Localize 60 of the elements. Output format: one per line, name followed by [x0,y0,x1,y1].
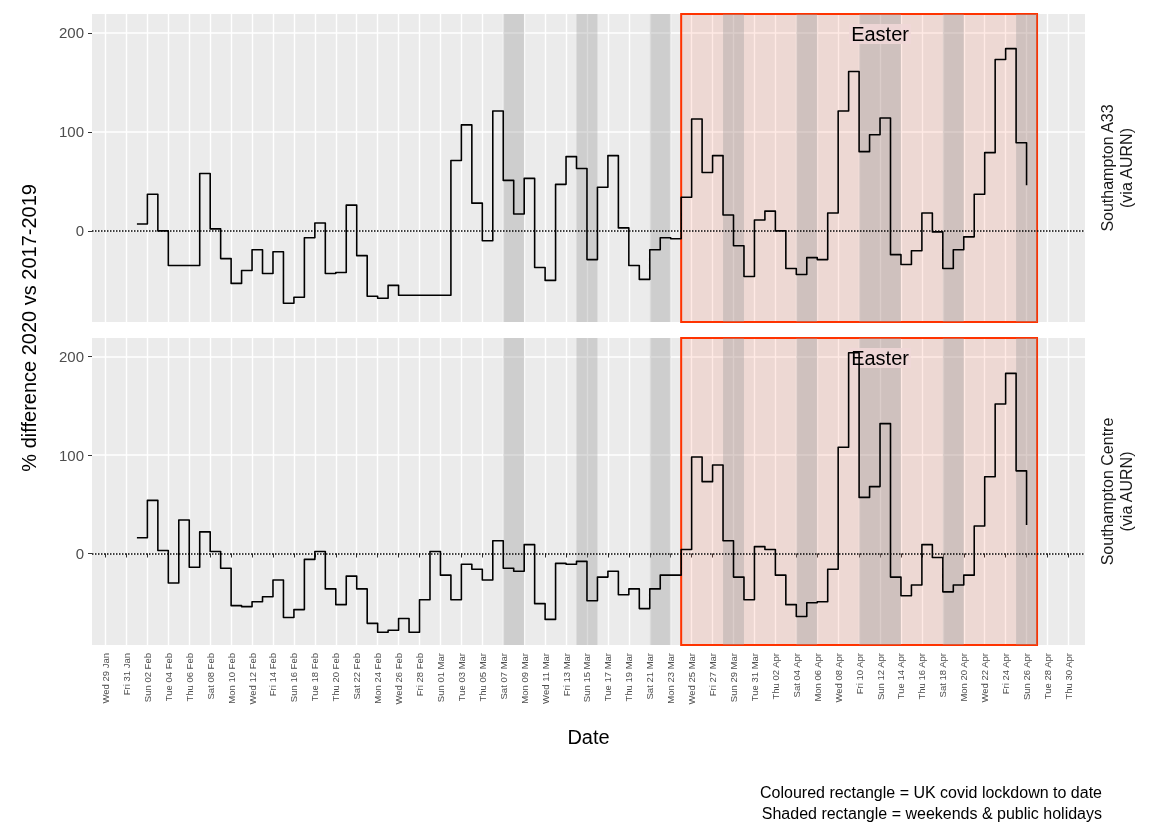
x-tick-label: Tue 18 Feb [309,653,321,702]
x-tick-label: Sun 26 Apr [1021,653,1033,701]
x-tick-label: Sun 12 Apr [874,653,886,701]
x-tick-label: Thu 19 Mar [623,653,635,702]
x-tick-label: Fri 31 Jan [120,653,132,696]
x-tick-label: Wed 11 Mar [539,653,551,704]
x-tick-label: Fri 10 Apr [853,653,865,695]
x-tick-label: Fri 24 Apr [1000,653,1012,695]
x-tick-label: Tue 17 Mar [602,653,614,702]
text: Coloured rectangle = UK covid lockdown to date [760,783,1102,803]
x-tick-label: Sat 08 Feb [204,653,216,700]
y-tick-label: 100 [58,446,84,464]
y-axis-title: % difference 2020 vs 2017-2019 [17,184,41,472]
x-tick-label: Wed 12 Feb [246,653,258,705]
y-tick-label: 0 [75,544,84,562]
x-tick-label: Wed 08 Apr [832,653,844,703]
x-tick-label: Thu 02 Apr [769,653,781,700]
x-tick-label: Wed 26 Feb [393,653,405,705]
x-tick-label: Sat 22 Feb [351,653,363,700]
y-tick-label: 200 [58,24,84,42]
x-tick-label: Thu 05 Mar [476,653,488,702]
x-tick-label: Mon 09 Mar [518,653,530,704]
x-tick-label: Mon 20 Apr [958,653,970,702]
x-tick-label: Sun 02 Feb [141,653,153,703]
y-tick-label: 100 [58,123,84,141]
x-tick-label: Sun 15 Mar [581,653,593,703]
x-tick-label: Tue 14 Apr [895,653,907,700]
x-tick-label: Mon 23 Mar [665,653,677,704]
x-tick-label: Sun 29 Mar [728,653,739,703]
y-tick-label: 0 [75,222,84,240]
x-tick-label: Thu 06 Feb [183,653,195,702]
x-tick-label: Wed 25 Mar [686,653,698,705]
band-label: Easter [851,23,910,45]
x-tick-label: Wed 29 Jan [100,653,112,704]
x-tick-label: Thu 16 Apr [916,653,928,700]
text: Shaded rectangle = weekends & public holidays [760,804,1102,824]
x-tick-label: Sun 16 Feb [288,653,300,703]
text: Southampton A33 (via AURN) [1099,104,1135,232]
x-tick-label: Thu 20 Feb [330,653,342,702]
x-tick-label: Fri 28 Feb [414,653,426,697]
x-tick-label: Mon 10 Feb [225,653,237,704]
x-tick-label: Thu 30 Apr [1062,653,1074,700]
x-tick-label: Sun 01 Mar [434,653,446,703]
x-tick-label: Fri 13 Mar [560,653,572,697]
x-tick-label: Tue 03 Mar [455,653,467,702]
text: Southampton Centre (via AURN) [1099,417,1135,566]
x-tick-label: Wed 22 Apr [979,653,991,703]
x-tick-label: Sat 21 Mar [644,653,656,700]
y-tick-label: 200 [58,348,84,366]
x-axis-title: Date [567,726,610,748]
x-tick-label: Mon 24 Feb [372,653,384,704]
x-tick-label: Tue 28 Apr [1042,653,1053,700]
x-tick-label: Fri 14 Feb [267,653,279,697]
x-tick-label: Sat 18 Apr [937,653,949,698]
x-tick-label: Fri 27 Mar [707,653,719,697]
x-tick-label: Tue 31 Mar [748,653,760,702]
x-tick-label: Tue 04 Feb [162,653,174,702]
x-tick-label: Sat 07 Mar [497,653,509,700]
x-tick-label: Sat 04 Apr [790,653,802,698]
x-tick-label: Mon 06 Apr [811,653,823,702]
